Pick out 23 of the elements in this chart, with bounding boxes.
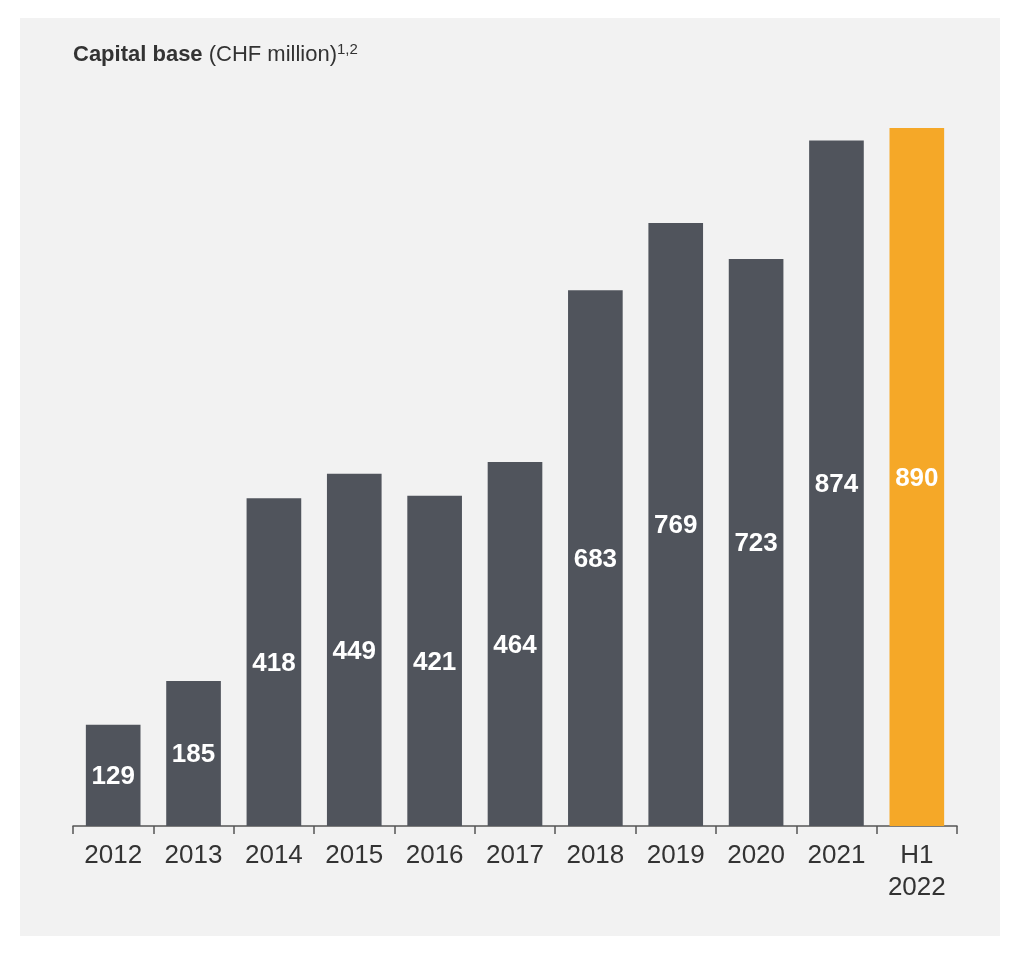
data-label: 129: [91, 760, 135, 791]
data-label: 723: [734, 527, 778, 558]
x-tick-label: 2016: [405, 839, 464, 869]
x-tick-label: 2021: [807, 839, 866, 869]
data-label: 874: [814, 468, 859, 499]
x-tick-label: 2012: [84, 839, 143, 869]
data-label: 421: [412, 645, 457, 676]
x-tick-label: 2014: [244, 839, 303, 869]
data-label: 464: [493, 629, 538, 660]
x-tick-label: 2020: [727, 839, 786, 869]
data-label: 769: [654, 509, 698, 540]
data-label: 185: [171, 738, 216, 769]
x-tick-label: 2018: [566, 839, 625, 869]
bar: [889, 128, 945, 826]
x-tick-label: 2015: [325, 839, 384, 869]
data-label: 449: [332, 634, 376, 665]
data-label: 683: [573, 543, 618, 574]
x-tick-label: 2019: [646, 839, 705, 869]
x-tick-label: 2013: [164, 839, 223, 869]
x-tick-label: H1 2022: [887, 839, 946, 901]
data-label: 890: [895, 462, 939, 492]
data-label: 418: [252, 647, 296, 678]
x-tick-label: 2017: [486, 839, 544, 869]
